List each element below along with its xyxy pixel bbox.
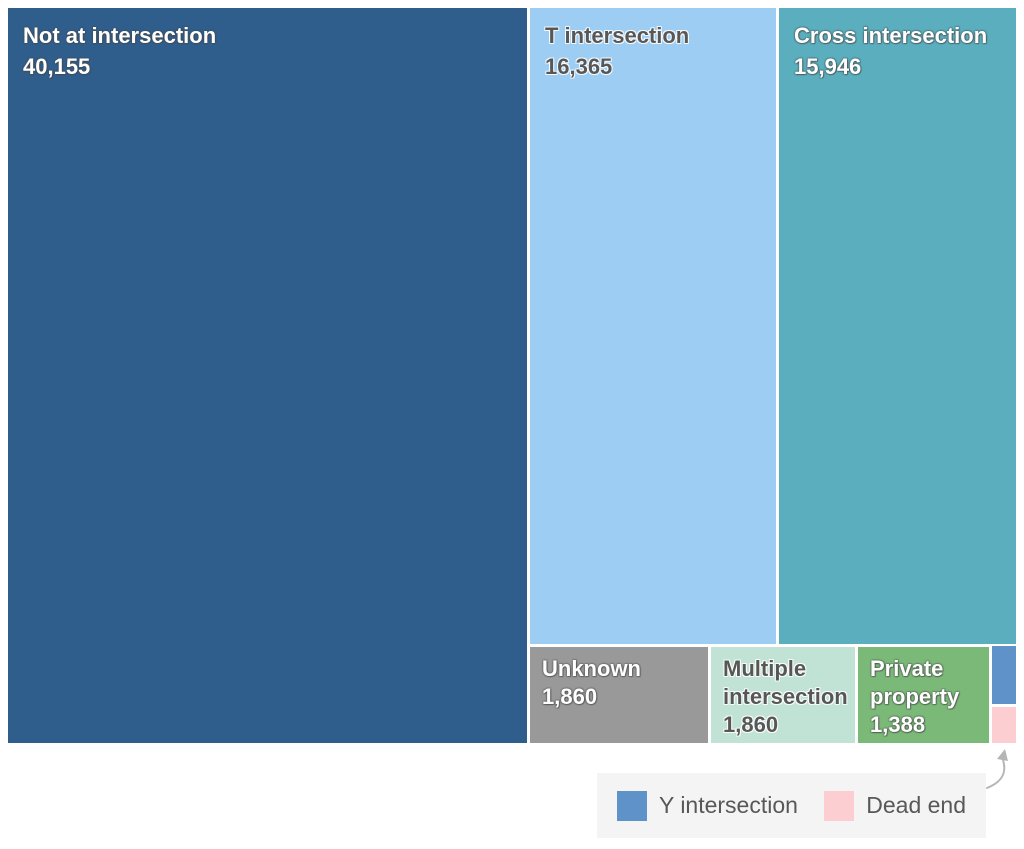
legend-label-dead-end: Dead end <box>866 792 966 818</box>
cell-value: 1,860 <box>723 712 779 737</box>
legend-item-y-intersection: Y intersection <box>617 790 798 821</box>
cell-value: 1,860 <box>542 684 598 709</box>
treemap-cell-not-at-intersection[interactable]: Not at intersection 40,155 <box>8 8 527 743</box>
cell-value: 15,946 <box>794 54 862 79</box>
legend-label-y-intersection: Y intersection <box>659 792 798 818</box>
treemap-cell-unknown[interactable]: Unknown 1,860 <box>530 647 708 743</box>
cell-label: Cross intersection <box>794 23 988 48</box>
cell-value: 1,388 <box>870 712 926 737</box>
treemap-cell-private-property[interactable]: Private property 1,388 <box>858 647 989 743</box>
cell-label: T intersection <box>545 23 690 48</box>
legend-pointer-arrow-icon <box>986 749 1008 789</box>
treemap-cell-multiple-intersection[interactable]: Multiple intersection 1,860 <box>711 647 855 743</box>
treemap-cell-t-intersection[interactable]: T intersection 16,365 <box>530 8 776 644</box>
treemap-cell-dead-end[interactable] <box>992 707 1016 743</box>
cell-label: Private property <box>870 656 960 709</box>
legend-item-dead-end: Dead end <box>824 790 966 821</box>
legend-swatch-dead-end <box>824 790 855 821</box>
treemap-cell-cross-intersection[interactable]: Cross intersection 15,946 <box>779 8 1016 644</box>
cell-value: 40,155 <box>23 54 91 79</box>
cell-label: Not at intersection <box>23 23 217 48</box>
cell-value: 16,365 <box>545 54 613 79</box>
treemap-cell-y-intersection[interactable] <box>992 646 1016 704</box>
cell-label: Multiple intersection <box>723 656 848 709</box>
cell-label: Unknown <box>542 656 641 681</box>
legend-swatch-y-intersection <box>617 790 647 821</box>
legend: Y intersection Dead end <box>597 773 986 838</box>
